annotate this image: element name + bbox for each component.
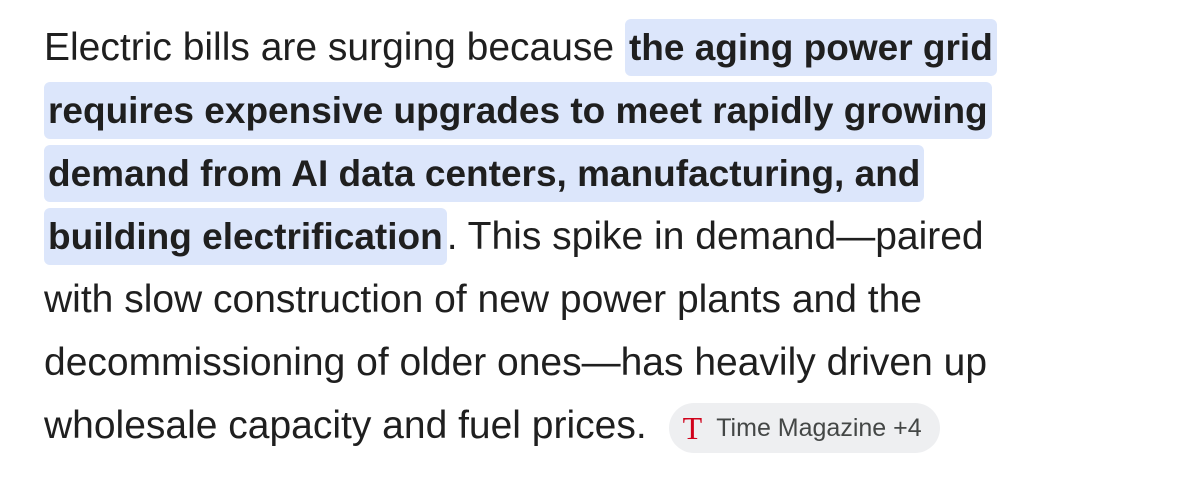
text-line: with slow construction of new power plan… bbox=[44, 268, 1184, 331]
text-line: demand from AI data centers, manufacturi… bbox=[44, 142, 1184, 205]
text-segment: with slow construction of new power plan… bbox=[44, 278, 922, 321]
text-line: building electrification. This spike in … bbox=[44, 205, 1184, 268]
highlighted-text: demand from AI data centers, manufacturi… bbox=[44, 145, 925, 202]
highlighted-text: building electrification bbox=[44, 208, 447, 265]
highlighted-text: requires expensive upgrades to meet rapi… bbox=[44, 82, 992, 139]
text-line: Electric bills are surging because the a… bbox=[44, 16, 1184, 79]
source-label: Time Magazine +4 bbox=[716, 413, 922, 442]
source-chip[interactable]: T Time Magazine +4 bbox=[668, 402, 940, 453]
text-segment: Electric bills are surging because bbox=[44, 26, 625, 69]
text-line: wholesale capacity and fuel prices. T Time… bbox=[44, 394, 1184, 457]
text-line: requires expensive upgrades to meet rapi… bbox=[44, 79, 1184, 142]
text-segment: . This spike in demand—paired bbox=[446, 215, 984, 258]
text-segment: wholesale capacity and fuel prices. bbox=[44, 404, 647, 447]
text-line: decommissioning of older ones—has heavil… bbox=[44, 331, 1184, 394]
text-segment: decommissioning of older ones—has heavil… bbox=[44, 341, 988, 384]
answer-paragraph: Electric bills are surging because the a… bbox=[44, 16, 1184, 457]
highlighted-text: the aging power grid bbox=[624, 19, 997, 76]
source-icon: T bbox=[682, 409, 703, 446]
